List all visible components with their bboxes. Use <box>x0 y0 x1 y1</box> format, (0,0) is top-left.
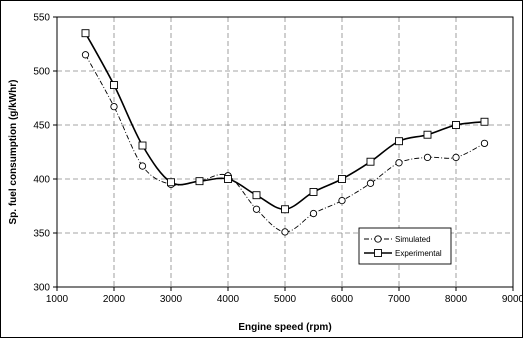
y-axis-ticks: 300 350 400 450 500 550 <box>33 13 57 294</box>
y-tick-label: 400 <box>33 175 50 186</box>
data-point-experimental <box>338 175 346 183</box>
data-point-experimental <box>366 157 375 166</box>
data-point-experimental <box>224 175 232 183</box>
series-experimental <box>81 29 489 214</box>
x-tick-label: 8000 <box>445 294 468 305</box>
legend-marker-simulated <box>374 235 382 243</box>
x-tick-label: 7000 <box>388 294 411 305</box>
data-point-experimental <box>195 177 204 186</box>
legend-label-simulated: Simulated <box>395 235 431 244</box>
data-point-experimental <box>110 81 118 89</box>
data-point-experimental <box>252 191 261 200</box>
legend: Simulated Experimental <box>358 227 452 265</box>
data-point-simulated <box>338 196 346 205</box>
x-tick-label: 2000 <box>103 294 126 305</box>
series-line-simulated <box>85 54 485 233</box>
data-point-experimental <box>423 130 432 139</box>
data-point-simulated <box>81 51 90 59</box>
y-axis-label: Sp. fuel consumption (g/kWhr) <box>8 80 19 225</box>
data-point-simulated <box>309 209 318 218</box>
data-point-simulated <box>452 153 460 162</box>
data-point-experimental <box>167 178 175 187</box>
series-layer <box>81 29 489 236</box>
legend-marker-experimental <box>374 249 382 257</box>
x-tick-label: 1000 <box>46 294 69 305</box>
data-point-experimental <box>480 117 489 126</box>
data-point-experimental <box>309 188 318 196</box>
data-point-simulated <box>480 139 489 148</box>
data-point-experimental <box>452 121 460 129</box>
data-point-experimental <box>395 137 403 146</box>
legend-item-experimental: Experimental <box>364 249 442 258</box>
x-axis-label: Engine speed (rpm) <box>238 322 331 333</box>
y-tick-label: 550 <box>33 13 50 24</box>
data-point-simulated <box>366 179 375 187</box>
y-tick-label: 500 <box>33 67 50 78</box>
data-point-experimental <box>138 141 147 150</box>
data-point-simulated <box>252 205 261 213</box>
x-tick-label: 9000 <box>502 294 523 305</box>
x-tick-label: 6000 <box>331 294 354 305</box>
x-axis-ticks: 1000 2000 3000 4000 5000 6000 7000 8000 9000 <box>46 287 523 305</box>
legend-item-simulated: Simulated <box>364 235 431 244</box>
legend-box <box>358 227 452 265</box>
x-tick-label: 3000 <box>160 294 183 305</box>
data-point-simulated <box>423 153 432 162</box>
y-tick-label: 350 <box>33 229 50 240</box>
data-point-simulated <box>281 228 289 236</box>
y-tick-label: 450 <box>33 121 50 132</box>
data-point-experimental <box>81 29 90 38</box>
x-tick-label: 5000 <box>274 294 297 305</box>
y-tick-label: 300 <box>33 283 50 294</box>
x-tick-label: 4000 <box>217 294 240 305</box>
legend-label-experimental: Experimental <box>395 249 442 258</box>
data-point-experimental <box>281 205 289 214</box>
data-point-simulated <box>395 159 403 167</box>
data-point-simulated <box>138 162 147 170</box>
data-point-simulated <box>110 102 118 111</box>
